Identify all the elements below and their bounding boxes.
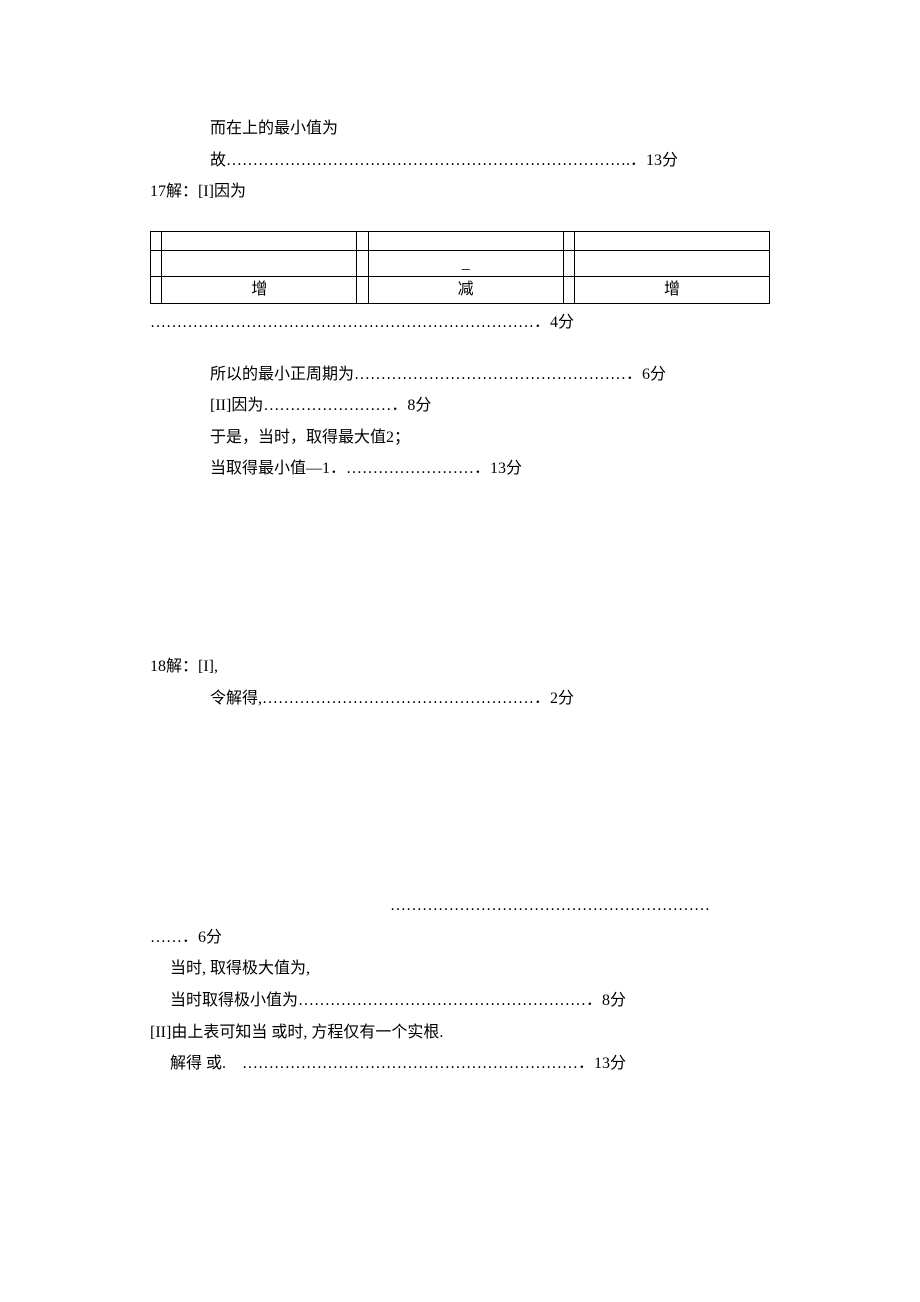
table-cell xyxy=(151,250,162,277)
table-row xyxy=(151,231,770,250)
heading-18-ii: [II]由上表可知当 或时, 方程仅有一个实根. xyxy=(150,1020,770,1046)
sign-table: _ 增 减 增 xyxy=(150,231,770,304)
table-cell xyxy=(162,231,357,250)
text-line: 当时, 取得极大值为, xyxy=(150,956,770,982)
spacer xyxy=(150,342,770,356)
text-line-score: [II]因为……………………．8分 xyxy=(150,393,770,419)
spacer xyxy=(150,211,770,225)
heading-17: 17解：[I]因为 xyxy=(150,179,770,205)
text-line: 于是，当时，取得最大值2； xyxy=(150,425,770,451)
table-cell: 减 xyxy=(368,277,563,304)
table-cell: 增 xyxy=(162,277,357,304)
table-cell xyxy=(563,231,574,250)
text-line-score: ……．6分 xyxy=(150,925,770,951)
spacer xyxy=(150,488,770,648)
text-line-score: 当取得最小值—1．……………………．13分 xyxy=(150,456,770,482)
table-cell: _ xyxy=(368,250,563,277)
table-cell xyxy=(162,250,357,277)
table-cell xyxy=(563,277,574,304)
table-row: _ xyxy=(151,250,770,277)
table-cell: 增 xyxy=(575,277,770,304)
table-row: 增 减 增 xyxy=(151,277,770,304)
dots-text: ……．6分 xyxy=(150,929,222,946)
table-cell xyxy=(151,231,162,250)
table-cell xyxy=(357,250,368,277)
dots-text: 令解得,……………………………………………．2分 xyxy=(210,690,574,707)
table-cell xyxy=(563,250,574,277)
dots-text: 当取得最小值—1．……………………．13分 xyxy=(210,460,522,477)
dots-text: …………………………………………………… xyxy=(390,897,710,914)
dots-text: 故………………………………………………………………….．13分 xyxy=(210,152,678,169)
text-line-score: 当时取得极小值为………………………………………………．8分 xyxy=(150,988,770,1014)
text-line-score: 故………………………………………………………………….．13分 xyxy=(150,148,770,174)
spacer xyxy=(150,717,770,887)
table-cell xyxy=(575,231,770,250)
dots-text: 解得 或. ………………………………………………………．13分 xyxy=(170,1055,626,1072)
table-cell xyxy=(357,277,368,304)
dots-text: [II]因为……………………．8分 xyxy=(210,397,431,414)
text-line-score: 解得 或. ………………………………………………………．13分 xyxy=(150,1051,770,1077)
text-line-score: 令解得,……………………………………………．2分 xyxy=(150,686,770,712)
dots-text: 当时取得极小值为………………………………………………．8分 xyxy=(170,992,626,1009)
dots-text: 所以的最小正周期为……………………………………………．6分 xyxy=(210,366,666,383)
text-line-score: …………………………………………………… xyxy=(150,893,770,919)
dots-text: ………………………………………………………………．4分 xyxy=(150,314,574,331)
document-page: 而在上的最小值为 故………………………………………………………………….．13分… xyxy=(0,0,920,1163)
heading-18: 18解：[I], xyxy=(150,654,770,680)
table-cell xyxy=(575,250,770,277)
text-line-score: ………………………………………………………………．4分 xyxy=(150,310,770,336)
text-line: 而在上的最小值为 xyxy=(150,116,770,142)
table-cell xyxy=(368,231,563,250)
table-cell xyxy=(357,231,368,250)
text-line-score: 所以的最小正周期为……………………………………………．6分 xyxy=(150,362,770,388)
table-cell xyxy=(151,277,162,304)
